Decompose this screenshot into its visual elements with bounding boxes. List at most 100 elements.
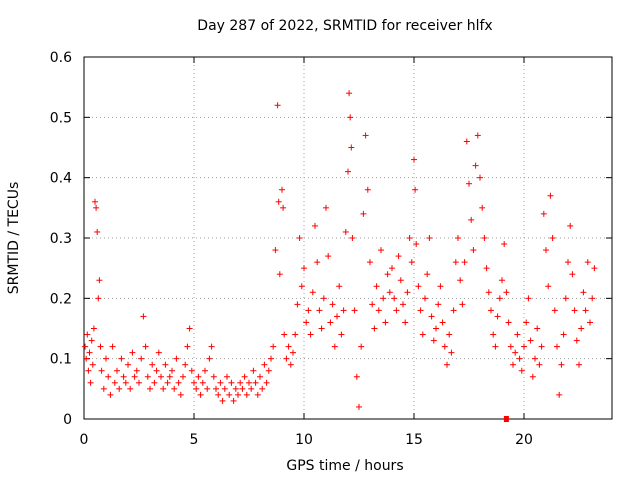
scatter-point — [136, 379, 142, 386]
scatter-point — [428, 313, 435, 320]
scatter-point — [380, 295, 387, 302]
scatter-point — [501, 241, 508, 248]
scatter-point — [160, 385, 167, 392]
scatter-point — [87, 379, 94, 386]
scatter-point — [347, 114, 354, 121]
scatter-point — [413, 241, 420, 248]
scatter-point — [287, 361, 294, 368]
scatter-point — [250, 367, 257, 374]
y-tick-label: 0.6 — [50, 50, 72, 66]
scatter-point — [516, 355, 523, 362]
scatter-point — [263, 379, 270, 386]
scatter-point — [120, 373, 127, 380]
scatter-point — [573, 337, 580, 344]
scatter-point — [213, 385, 219, 392]
scatter-point — [472, 162, 479, 169]
scatter-point — [276, 271, 283, 278]
scatter-point — [521, 343, 527, 350]
scatter-point — [389, 265, 395, 272]
scatter-point — [180, 373, 186, 380]
scatter-point — [127, 385, 134, 392]
scatter-point — [360, 210, 367, 217]
scatter-point — [406, 235, 413, 241]
scatter-point — [272, 247, 279, 254]
scatter-point — [483, 265, 490, 272]
scatter-point — [153, 367, 160, 374]
scatter-point — [369, 301, 376, 308]
scatter-point — [364, 186, 371, 193]
scatter-point — [571, 307, 578, 314]
scatter-point — [397, 277, 404, 284]
scatter-point — [83, 355, 90, 362]
scatter-point — [382, 319, 389, 326]
scatter-point — [386, 289, 393, 296]
scatter-point — [285, 343, 292, 350]
scatter-point — [584, 259, 591, 266]
scatter-point — [485, 289, 492, 296]
scatter-point — [580, 289, 587, 296]
scatter-point — [466, 180, 472, 187]
scatter-point — [226, 391, 233, 398]
scatter-point — [210, 373, 217, 380]
scatter-point — [316, 307, 323, 314]
scatter-point — [129, 349, 136, 356]
scatter-point — [426, 235, 433, 241]
scatter-point — [147, 385, 153, 392]
scatter-point — [171, 385, 178, 392]
scatter-point — [100, 385, 107, 392]
scatter-point — [320, 295, 327, 302]
scatter-point — [301, 265, 307, 272]
scatter-point — [373, 283, 380, 290]
scatter-point — [93, 204, 100, 211]
scatter-point — [589, 295, 596, 302]
scatter-point — [103, 355, 109, 362]
scatter-point — [461, 259, 468, 266]
scatter-point — [275, 198, 282, 205]
scatter-point — [318, 325, 325, 332]
scatter-point — [514, 331, 521, 338]
scatter-point — [177, 391, 184, 398]
scatter-point — [587, 319, 593, 326]
scatter-point — [221, 385, 228, 392]
scatter-point — [490, 331, 497, 338]
scatter-point — [195, 373, 202, 380]
scatter-point — [336, 283, 343, 290]
scatter-point — [208, 343, 215, 350]
scatter-point — [94, 228, 101, 235]
scatter-point — [239, 385, 246, 392]
scatter-point — [356, 403, 362, 410]
scatter-point — [525, 295, 532, 302]
y-tick-label: 0.2 — [50, 291, 72, 307]
scatter-point — [125, 361, 131, 368]
scatter-point — [576, 361, 582, 368]
scatter-point — [393, 307, 400, 314]
scatter-point — [582, 307, 589, 314]
scatter-point — [554, 343, 560, 350]
scatter-point — [507, 343, 514, 350]
scatter-point — [452, 259, 459, 266]
outlier-marker — [503, 416, 509, 422]
y-axis-title: SRMTID / TECUs — [6, 182, 22, 295]
scatter-point — [591, 265, 598, 272]
scatter-point — [499, 277, 505, 284]
scatter-point — [477, 174, 483, 181]
scatter-point — [292, 331, 299, 338]
x-axis: 0 5 10 15 20 — [80, 57, 533, 448]
scatter-point — [312, 222, 318, 229]
scatter-point — [334, 313, 340, 320]
scatter-point — [257, 373, 263, 380]
scatter-point — [551, 307, 558, 314]
scatter-point — [349, 235, 356, 241]
scatter-point — [265, 367, 272, 374]
scatter-point — [534, 325, 541, 332]
y-tick-label: 0.3 — [50, 231, 72, 247]
scatter-point — [274, 102, 281, 109]
y-tick-label: 0 — [63, 412, 72, 428]
scatter-point — [131, 373, 138, 380]
scatter-point — [279, 186, 285, 193]
y-tick-label: 0.1 — [50, 352, 72, 368]
scatter-point — [417, 307, 424, 314]
scatter-point — [252, 379, 259, 386]
scatter-point — [346, 90, 353, 97]
